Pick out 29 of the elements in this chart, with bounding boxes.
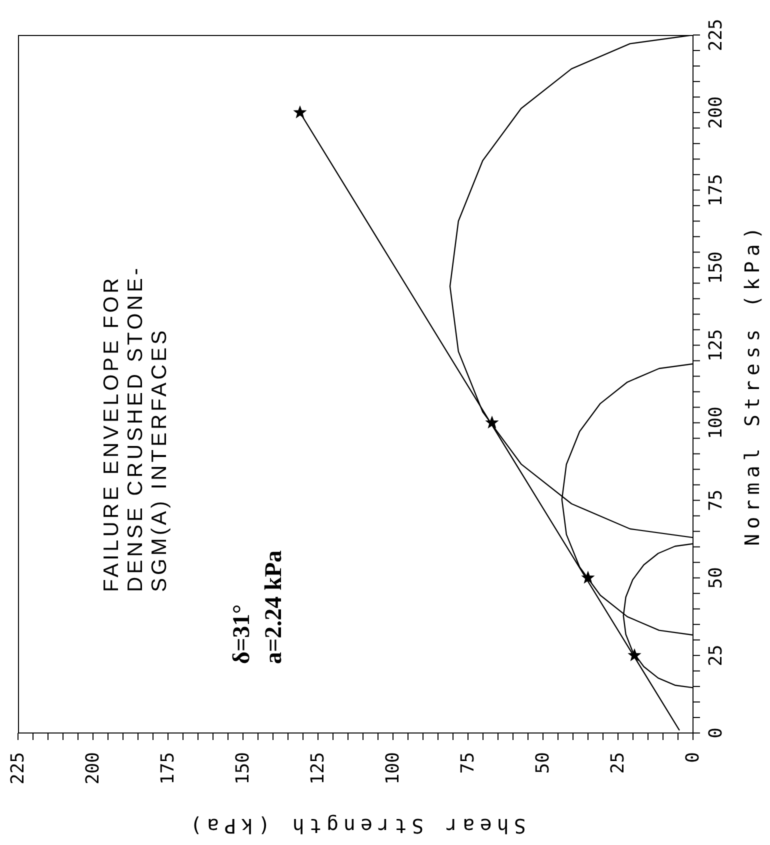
x-tick-label: 75 (458, 752, 478, 774)
y-tick-label: 125 (706, 328, 726, 362)
x-tick-label: 200 (82, 752, 104, 785)
x-tick-label: 225 (8, 752, 28, 785)
y-tick-label: 75 (706, 489, 726, 512)
text: FAILURE ENVELOPE FOR DENSE CRUSHED STONE- SGM(A) INTERFACES (100, 265, 172, 592)
x-tick-label: 50 (532, 752, 554, 774)
x-tick-label: 100 (382, 752, 404, 785)
x-tick-label: 125 (308, 752, 328, 785)
point (486, 416, 498, 428)
annotation: δ=31° (228, 603, 256, 664)
annotation: a=2.24 kPa (260, 550, 288, 664)
x-axis-title: Shear Strength (kPa) (185, 814, 526, 838)
x-tick-label: 175 (158, 752, 178, 785)
point (628, 649, 641, 661)
y-tick-label: 50 (706, 567, 726, 589)
y-tick-label: 100 (706, 406, 726, 440)
x-tick-label: 150 (232, 752, 254, 785)
x-tick-label: 0 (682, 752, 704, 763)
y-axis-title: Normal Stress (kPa) (740, 222, 764, 546)
x-tick-label: 25 (608, 752, 628, 774)
y-tick-label: 200 (706, 96, 726, 129)
y-tick-label: 175 (706, 174, 726, 206)
y-tick-label: 225 (706, 18, 726, 52)
y-tick-label: 0 (706, 728, 726, 738)
y-tick-label: 150 (706, 251, 726, 284)
point (582, 571, 594, 584)
y-tick-label: 25 (706, 644, 726, 666)
point (294, 106, 306, 118)
